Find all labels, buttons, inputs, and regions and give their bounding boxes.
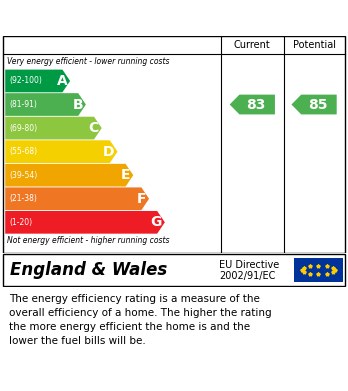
Text: 85: 85 <box>308 97 327 111</box>
Bar <box>294 258 343 282</box>
Polygon shape <box>5 70 70 92</box>
Text: 2002/91/EC: 2002/91/EC <box>219 271 276 282</box>
Text: (21-38): (21-38) <box>9 194 37 203</box>
Polygon shape <box>5 93 86 116</box>
Polygon shape <box>230 95 275 115</box>
Text: F: F <box>137 192 146 206</box>
Polygon shape <box>5 140 118 163</box>
Text: 83: 83 <box>246 97 266 111</box>
Text: (55-68): (55-68) <box>9 147 38 156</box>
Text: Current: Current <box>234 40 271 50</box>
Text: (81-91): (81-91) <box>9 100 37 109</box>
Text: Energy Efficiency Rating: Energy Efficiency Rating <box>9 11 219 25</box>
Polygon shape <box>5 164 133 187</box>
Text: (1-20): (1-20) <box>9 218 32 227</box>
Text: B: B <box>72 97 83 111</box>
Polygon shape <box>5 117 102 140</box>
Text: D: D <box>103 145 115 159</box>
Text: G: G <box>151 215 162 229</box>
Text: (39-54): (39-54) <box>9 171 38 180</box>
Text: A: A <box>57 74 67 88</box>
Text: Not energy efficient - higher running costs: Not energy efficient - higher running co… <box>7 237 169 246</box>
Text: (69-80): (69-80) <box>9 124 38 133</box>
Text: England & Wales: England & Wales <box>10 261 168 279</box>
Text: EU Directive: EU Directive <box>219 260 279 270</box>
Text: (92-100): (92-100) <box>9 77 42 86</box>
Polygon shape <box>5 187 149 210</box>
Text: Potential: Potential <box>293 40 335 50</box>
Polygon shape <box>291 95 337 115</box>
Text: Very energy efficient - lower running costs: Very energy efficient - lower running co… <box>7 57 169 66</box>
Text: E: E <box>121 168 130 182</box>
Text: The energy efficiency rating is a measure of the
overall efficiency of a home. T: The energy efficiency rating is a measur… <box>9 294 271 346</box>
Text: C: C <box>89 121 99 135</box>
Polygon shape <box>5 211 165 234</box>
